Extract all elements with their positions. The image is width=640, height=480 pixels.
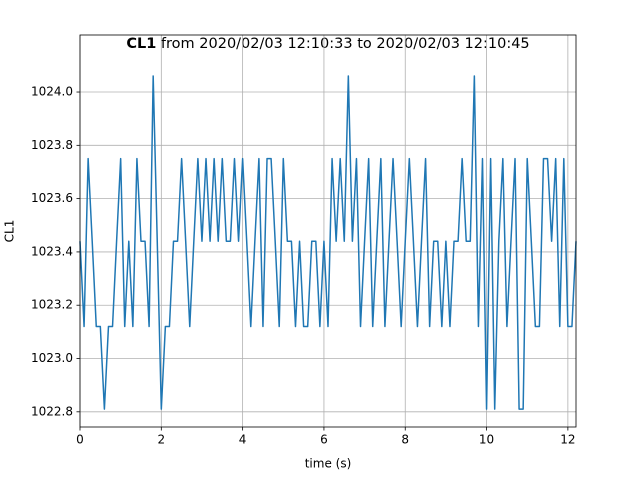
y-tick-label: 1023.4 [31, 244, 73, 258]
title-bold: CL1 [126, 36, 156, 52]
y-tick-label: 1023.2 [31, 298, 73, 312]
y-tick-label: 1023.6 [31, 191, 73, 205]
x-tick-label: 6 [320, 433, 328, 447]
x-tick-label: 0 [76, 433, 84, 447]
title-rest: from 2020/02/03 12:10:33 to 2020/02/03 1… [161, 36, 530, 52]
y-tick-label: 1023.8 [31, 138, 73, 152]
axes-frame [79, 34, 577, 428]
x-tick-label: 12 [560, 433, 575, 447]
data-line [79, 75, 577, 410]
y-tick-label: 1024.0 [31, 85, 73, 99]
x-tick-label: 10 [479, 433, 494, 447]
plot-area: 1022.81023.01023.21023.41023.61023.81024… [31, 34, 577, 447]
y-tick-label: 1023.0 [31, 351, 73, 365]
y-tick-label: 1022.8 [31, 404, 73, 418]
x-tick-label: 8 [401, 433, 409, 447]
chart-title: CL1 from 2020/02/03 12:10:33 to 2020/02/… [126, 36, 529, 52]
x-tick-label: 2 [157, 433, 165, 447]
x-tick-label: 4 [239, 433, 247, 447]
y-axis-label: CL1 [3, 220, 17, 243]
x-axis-label: time (s) [305, 457, 352, 471]
